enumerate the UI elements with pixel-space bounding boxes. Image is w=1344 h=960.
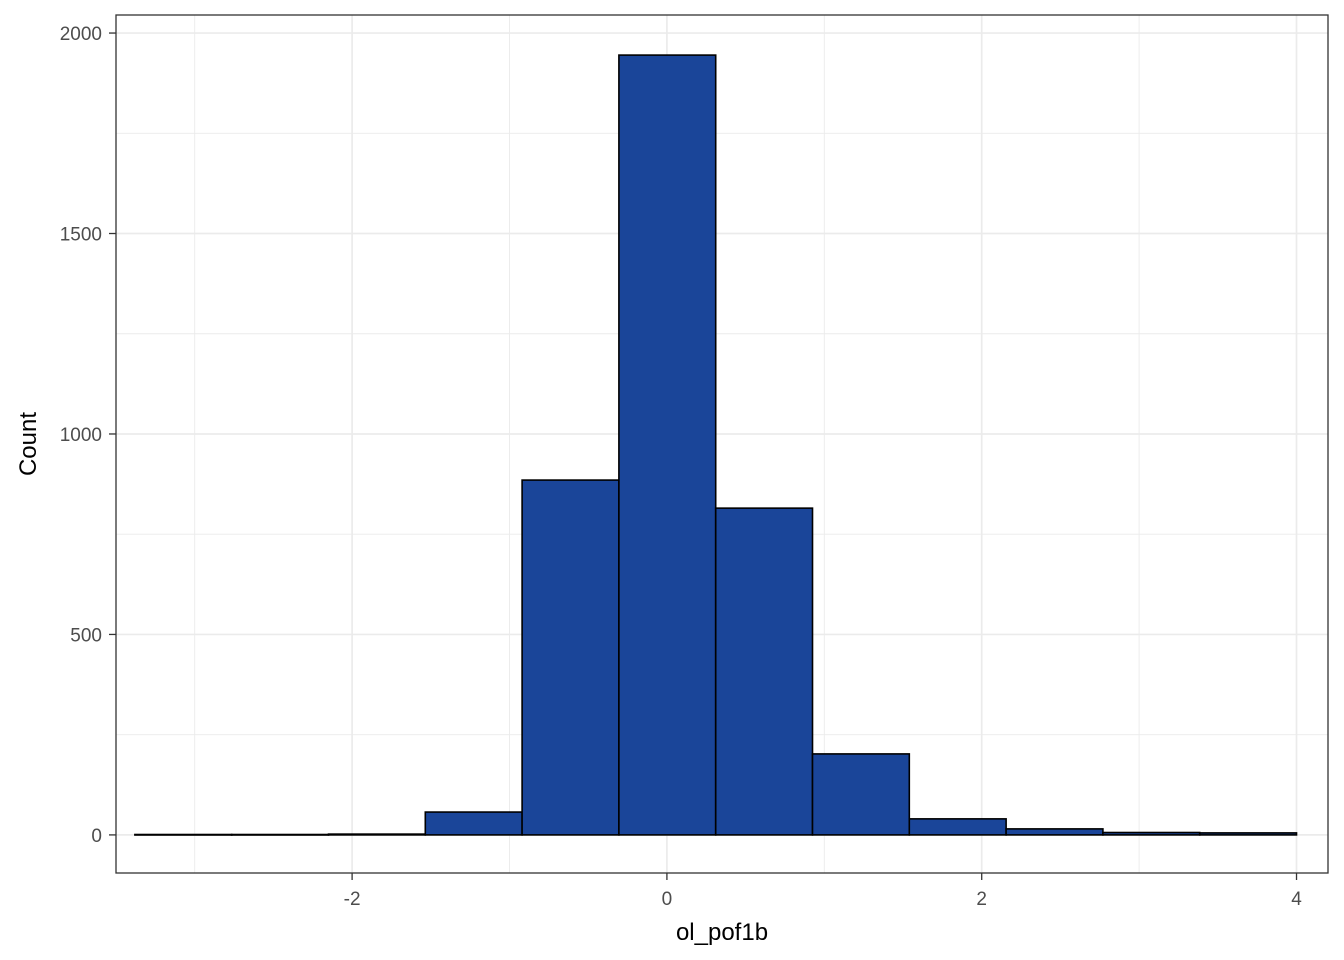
y-tick-label: 500	[70, 625, 102, 646]
histogram-bar	[1102, 831, 1201, 836]
y-tick-label: 1000	[60, 425, 102, 446]
x-axis-title: ol_pof1b	[676, 919, 768, 946]
y-tick-label: 1500	[60, 225, 102, 246]
histogram-bar	[908, 818, 1007, 836]
histogram-bar	[230, 833, 330, 836]
histogram-bars	[134, 54, 1298, 836]
histogram-bar	[714, 507, 814, 836]
histogram-bar	[1198, 832, 1298, 836]
histogram-bar	[327, 833, 427, 836]
histogram-bar	[134, 833, 233, 836]
panel-border	[115, 14, 1329, 874]
y-tick-label: 2000	[60, 24, 102, 45]
x-tick-label: 0	[662, 889, 673, 910]
y-axis-title: Count	[15, 412, 42, 476]
x-tick-label: -2	[344, 889, 361, 910]
histogram-bar	[618, 54, 717, 836]
histogram-bar	[811, 753, 911, 836]
histogram-bar	[1005, 828, 1104, 836]
minor-gridlines	[116, 15, 1328, 873]
x-axis-ticks: -2 0 2 4	[344, 873, 1302, 910]
x-tick-label: 2	[976, 889, 987, 910]
y-tick-label: 0	[91, 826, 102, 847]
y-axis-ticks: 0 500 1000 1500 2000	[60, 24, 116, 847]
histogram-bar	[424, 811, 523, 836]
histogram-bar	[521, 479, 620, 836]
x-tick-label: 4	[1291, 889, 1302, 910]
